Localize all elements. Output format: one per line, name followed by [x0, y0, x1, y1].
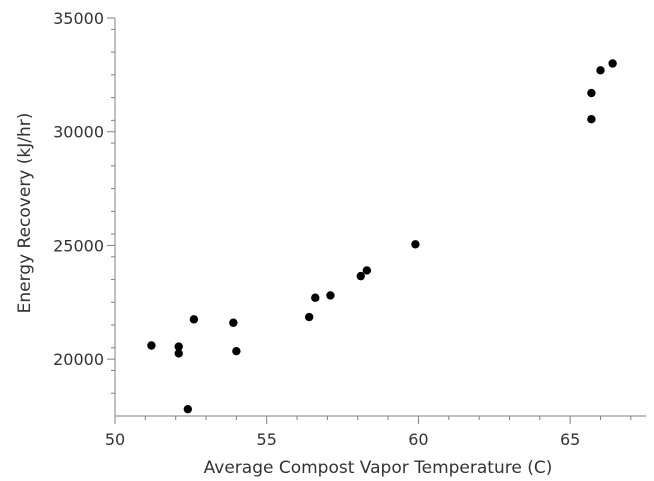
y-axis-title: Energy Recovery (kJ/hr) [15, 113, 35, 314]
data-point [596, 66, 605, 75]
y-tick-label: 25000 [53, 236, 104, 255]
data-point [174, 349, 183, 358]
data-point [304, 312, 314, 322]
data-point [174, 342, 183, 351]
axes: 50 55 60 65 20000 25000 30000 35000 [53, 9, 646, 449]
data-point [587, 88, 596, 98]
y-tick-label: 35000 [53, 9, 104, 28]
data-point [411, 240, 420, 249]
data-point [147, 341, 156, 350]
data-point [356, 271, 365, 281]
x-tick-label: 65 [560, 430, 580, 449]
y-tick-label: 30000 [53, 123, 104, 142]
x-axis-title: Average Compost Vapor Temperature (C) [204, 458, 553, 477]
data-point [229, 318, 238, 327]
data-point [587, 115, 596, 124]
data-point [189, 315, 199, 324]
data-point [608, 59, 617, 68]
x-tick-label: 50 [105, 430, 125, 449]
x-tick-label: 60 [408, 430, 428, 449]
data-point [362, 266, 372, 275]
x-tick-label: 55 [257, 430, 277, 449]
data-point [311, 293, 320, 302]
data-points [147, 59, 617, 414]
data-point [326, 291, 335, 300]
y-tick-label: 20000 [53, 350, 104, 369]
data-point [183, 404, 193, 414]
data-point [232, 346, 241, 356]
